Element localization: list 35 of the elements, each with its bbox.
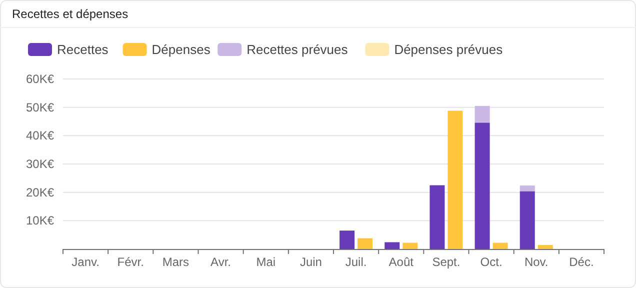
- bar: [340, 230, 355, 249]
- bar: [492, 242, 508, 249]
- x-tick-label: Sept.: [432, 255, 460, 269]
- bar: [520, 186, 535, 192]
- y-tick-label: 50K€: [26, 100, 54, 114]
- legend-label: Dépenses: [152, 42, 211, 57]
- x-tick-label: Mai: [256, 255, 276, 269]
- x-tick-label: Janv.: [72, 255, 100, 269]
- legend-label: Recettes: [57, 42, 109, 57]
- bar: [474, 122, 490, 249]
- bar: [520, 191, 535, 249]
- bar: [402, 242, 418, 249]
- x-tick-label: Juil.: [345, 255, 367, 269]
- legend-label: Dépenses prévues: [394, 42, 504, 57]
- y-tick-label: 60K€: [26, 72, 54, 86]
- legend-label: Recettes prévues: [246, 42, 348, 57]
- bar: [474, 106, 490, 123]
- chart-title: Recettes et dépenses: [12, 7, 128, 21]
- bar: [384, 242, 400, 249]
- bar: [430, 185, 445, 249]
- x-tick-label: Mars: [162, 255, 190, 269]
- bar: [538, 245, 553, 249]
- bar: [448, 110, 463, 249]
- x-tick-label: Nov.: [524, 255, 548, 269]
- y-tick-label: 10K€: [26, 214, 54, 228]
- x-tick-label: Avr.: [210, 255, 232, 269]
- y-tick-label: 40K€: [26, 128, 54, 143]
- bar: [358, 238, 373, 249]
- x-tick-label: Oct.: [480, 255, 502, 269]
- x-tick-label: Févr.: [117, 255, 144, 269]
- y-tick-label: 30K€: [26, 157, 54, 171]
- x-tick-label: Juin: [300, 255, 322, 269]
- x-tick-label: Août: [388, 255, 414, 269]
- x-tick-label: Déc.: [569, 255, 594, 269]
- y-tick-label: 20K€: [26, 185, 54, 200]
